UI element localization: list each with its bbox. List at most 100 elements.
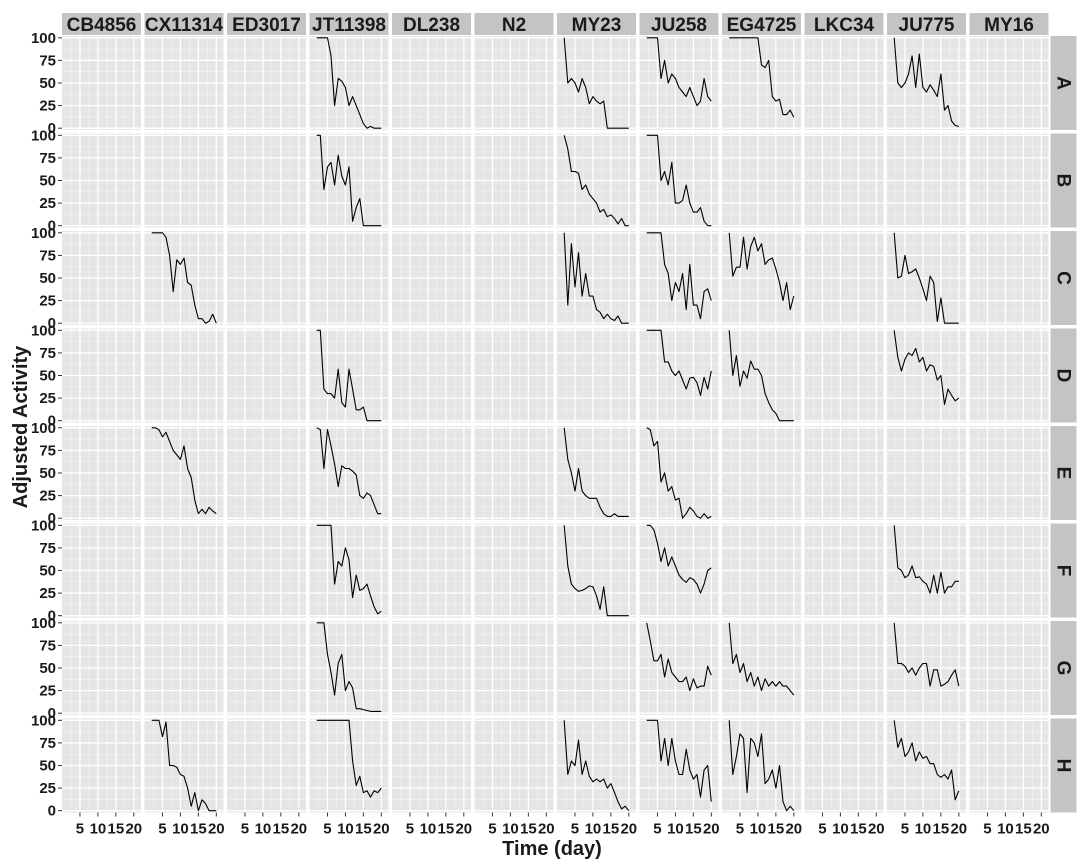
y-tick-label: 100 — [31, 420, 56, 437]
row-strip-E: E — [1050, 426, 1077, 520]
panel-N2-C — [474, 231, 554, 325]
row-strip-background — [1050, 36, 1077, 130]
y-tick-label: 0 — [48, 705, 56, 722]
panel-MY16-G — [969, 621, 1049, 715]
panel-DL238-G — [392, 621, 471, 715]
series-line-JU258-E — [646, 427, 712, 519]
panel-JU775-G — [887, 621, 966, 715]
series-line-MY23-F — [563, 525, 629, 617]
y-tick-label: 50 — [39, 173, 56, 190]
panel-MY23-G — [557, 621, 636, 715]
row-strip-H: H — [1050, 718, 1077, 813]
series-line-JU258-A — [646, 37, 712, 107]
panel-EG4725-B — [722, 133, 801, 228]
column-strip-label: ED3017 — [232, 15, 301, 36]
y-tick-label: 75 — [39, 442, 56, 459]
series-line-JU775-D — [893, 330, 960, 405]
x-tick-label: 10 — [172, 821, 189, 838]
series-line-CX11314-C — [151, 232, 217, 324]
y-tick-label: 75 — [39, 345, 56, 362]
panel-DL238-H — [392, 718, 471, 813]
column-strip-background — [804, 13, 884, 35]
series-line-CX11314-E — [151, 427, 217, 515]
series-line-EG4725-D — [728, 330, 794, 422]
series-line-EG4725-C — [728, 232, 795, 311]
panel-CB4856-A — [62, 36, 141, 130]
panel-N2-H — [474, 718, 554, 813]
panel-N2-F — [474, 523, 554, 618]
x-tick-label: 10 — [90, 821, 107, 838]
series-line-EG4725-A — [729, 37, 795, 118]
x-tick-label: 5 — [406, 821, 414, 838]
row-strip-label: E — [1053, 467, 1074, 480]
panel-CB4856-B — [62, 133, 141, 228]
panel-JU775-A — [887, 36, 966, 130]
panel-LKC34-A — [804, 36, 884, 130]
panel-MY23-E — [557, 426, 636, 520]
panel-EG4725-F — [722, 523, 801, 618]
panel-LKC34-H — [804, 718, 884, 813]
panel-JU775-F — [887, 523, 966, 618]
column-strips: CB4856 CX11314 ED3017 JT11398 DL238 N2 MY23 JU2… — [62, 13, 1049, 36]
x-tick-label: 15 — [273, 821, 290, 838]
x-tick-label: 15 — [355, 821, 372, 838]
row-strip-background — [1050, 621, 1077, 715]
panel-ED3017-B — [227, 133, 306, 228]
x-tick-label: 10 — [420, 821, 437, 838]
panel-CX11314-F — [144, 523, 224, 618]
column-strip-background — [557, 13, 636, 35]
series-line-JU258-G — [646, 622, 712, 692]
column-strip-JU775: JU775 — [887, 13, 966, 36]
x-tick-label: 10 — [502, 821, 519, 838]
x-tick-label: 20 — [208, 821, 225, 838]
column-strip-MY23: MY23 — [557, 13, 636, 36]
column-strip-background — [227, 13, 306, 35]
y-tick-label: 75 — [39, 540, 56, 557]
row-strip-label: G — [1053, 661, 1074, 676]
panel-JT11398-C — [309, 231, 389, 325]
column-strip-label: JU775 — [899, 15, 955, 36]
row-strip-label: A — [1053, 76, 1074, 90]
panel-MY23-F — [557, 523, 636, 618]
panel-CB4856-E — [62, 426, 141, 520]
x-tick-label: 5 — [653, 821, 661, 838]
panel-JU775-B — [887, 133, 966, 228]
y-tick-label: 100 — [31, 30, 56, 47]
panel-ED3017-F — [227, 523, 306, 618]
series-lines — [151, 37, 960, 812]
row-strip-C: C — [1050, 231, 1077, 325]
panel-JU258-G — [639, 621, 719, 715]
column-strip-label: MY23 — [572, 15, 622, 36]
panel-JU775-E — [887, 426, 966, 520]
column-strip-background — [969, 13, 1049, 35]
panel-ED3017-H — [227, 718, 306, 813]
x-tick-label: 15 — [685, 821, 702, 838]
y-tick-label: 75 — [39, 735, 56, 752]
panel-JU258-A — [639, 36, 719, 130]
panel-JT11398-G — [309, 621, 389, 715]
panel-EG4725-G — [722, 621, 801, 715]
y-tick-label: 75 — [39, 52, 56, 69]
series-line-JU775-A — [893, 37, 959, 127]
x-tick-label: 10 — [832, 821, 849, 838]
panel-MY16-E — [969, 426, 1049, 520]
row-strip-B: B — [1050, 133, 1077, 228]
panel-EG4725-E — [722, 426, 801, 520]
column-strip-ED3017: ED3017 — [227, 13, 306, 36]
column-strip-label: JT11398 — [312, 15, 386, 36]
x-tick-label: 15 — [933, 821, 950, 838]
x-tick-label: 15 — [768, 821, 785, 838]
column-strip-background — [392, 13, 471, 35]
column-strip-background — [722, 13, 801, 35]
panel-MY23-C — [557, 231, 636, 325]
x-tick-label: 10 — [585, 821, 602, 838]
series-line-JU775-H — [893, 720, 960, 801]
y-tick-label: 100 — [31, 712, 56, 729]
panel-JT11398-H — [309, 718, 389, 813]
panel-JU258-B — [639, 133, 719, 228]
panel-ED3017-G — [227, 621, 306, 715]
row-strip-A: A — [1050, 36, 1077, 130]
series-line-JT11398-F — [316, 524, 382, 615]
y-tick-label: 100 — [31, 225, 56, 242]
y-tick-label: 25 — [39, 293, 56, 310]
